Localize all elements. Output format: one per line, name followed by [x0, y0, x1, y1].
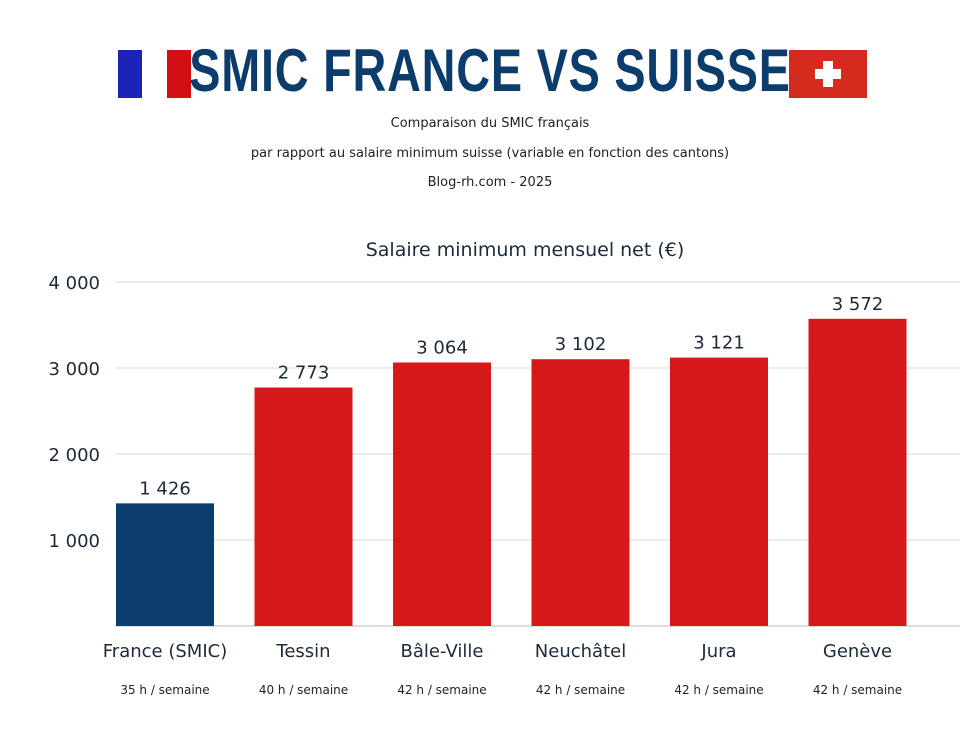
bar-4 [670, 357, 768, 626]
y-tick-label: 3 000 [48, 359, 100, 380]
x-tick-label: France (SMIC) [103, 641, 227, 662]
y-tick-label: 4 000 [48, 273, 100, 294]
swiss-flag-icon [789, 50, 867, 98]
bar-0 [116, 503, 214, 626]
x-tick-label: Tessin [275, 641, 330, 662]
x-sub-label: 42 h / semaine [536, 683, 625, 697]
data-label: 3 121 [693, 333, 745, 354]
data-label: 1 426 [139, 478, 191, 499]
x-sub-label: 42 h / semaine [813, 683, 902, 697]
bar-3 [531, 359, 630, 626]
y-tick-label: 2 000 [48, 445, 100, 466]
x-tick-label: Bâle-Ville [401, 641, 484, 662]
y-tick-label: 1 000 [48, 531, 100, 552]
x-sub-label: 42 h / semaine [397, 683, 486, 697]
x-sub-label: 42 h / semaine [674, 683, 763, 697]
data-label: 2 773 [278, 363, 330, 384]
bar-1 [254, 387, 353, 626]
bar-5 [808, 318, 907, 626]
x-tick-label: Neuchâtel [535, 641, 626, 662]
bar-2 [393, 362, 491, 626]
data-label: 3 064 [416, 337, 468, 358]
subtitle-line-1: Comparaison du SMIC français [390, 116, 590, 131]
x-tick-label: Jura [700, 641, 736, 662]
chart-title: Salaire minimum mensuel net (€) [366, 239, 685, 261]
x-sub-label: 40 h / semaine [259, 683, 348, 697]
page-title: SMIC FRANCE VS SUISSE [189, 37, 791, 104]
subtitle-line-2: par rapport au salaire minimum suisse (v… [250, 146, 730, 161]
data-label: 3 572 [832, 294, 884, 315]
france-flag-icon [118, 50, 191, 98]
x-tick-label: Genève [823, 641, 892, 662]
data-label: 3 102 [555, 334, 607, 355]
x-sub-label: 35 h / semaine [120, 683, 209, 697]
subtitle-line-3: Blog-rh.com - 2025 [427, 175, 553, 190]
